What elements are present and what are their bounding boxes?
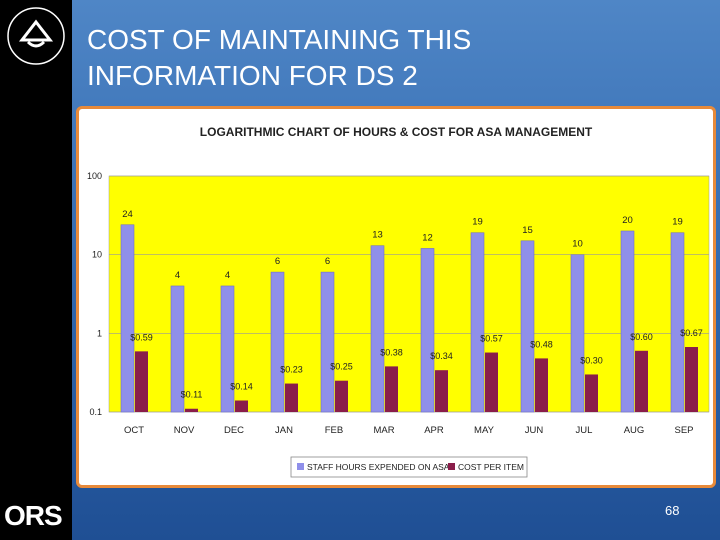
legend-box [290, 456, 528, 478]
bar-cost [235, 400, 248, 412]
bar-hours [520, 240, 535, 413]
data-label-cost: $0.25 [330, 362, 353, 372]
y-axis: 100 10 1 0.1 [87, 171, 102, 417]
x-axis: OCT NOV DEC JAN FEB MAR APR MAY JUN JUL AUG SEP [124, 425, 694, 436]
nih-logo-icon [7, 7, 65, 65]
data-label-hours: 19 [472, 217, 483, 228]
x-tick-label: OCT [124, 425, 144, 436]
y-tick-label: 0.1 [89, 407, 102, 417]
data-label-hours: 12 [422, 232, 433, 243]
data-label-hours: 24 [122, 209, 133, 220]
data-label-cost: $0.14 [230, 382, 253, 392]
bar-cost [635, 350, 648, 412]
data-label-hours: 19 [672, 217, 683, 228]
sidebar: ORS [0, 0, 72, 540]
x-tick-label: JUL [576, 425, 593, 436]
x-tick-label: MAR [373, 425, 394, 436]
y-tick-label: 100 [87, 171, 102, 181]
data-label-cost: $0.67 [680, 328, 703, 338]
legend-label-hours: STAFF HOURS EXPENDED ON ASA [307, 462, 450, 472]
legend-swatch-cost [448, 463, 455, 470]
bar-hours [420, 248, 435, 413]
data-label-cost: $0.60 [630, 332, 653, 342]
bar-hours [120, 224, 135, 413]
bar-cost [135, 351, 148, 412]
bar-cost [335, 380, 348, 412]
data-label-cost: $0.57 [480, 334, 503, 344]
bars: 24 $0.59 4 $0.11 4 $0.14 6 $0.23 6 $0.25 13 $0.38 12… [120, 209, 703, 413]
bar-hours [270, 271, 285, 413]
page-number: 68 [665, 503, 680, 518]
bar-hours [670, 232, 685, 413]
x-tick-label: FEB [325, 425, 343, 436]
grid-lines [109, 175, 709, 413]
data-label-hours: 10 [572, 239, 583, 250]
x-tick-label: JUN [525, 425, 544, 436]
bar-cost [185, 408, 198, 412]
data-label-hours: 13 [372, 230, 383, 241]
legend-label-cost: COST PER ITEM [458, 462, 524, 472]
bar-hours [170, 285, 185, 413]
data-label-cost: $0.48 [530, 339, 553, 349]
bar-hours [220, 285, 235, 413]
bar-hours [320, 271, 335, 413]
data-label-cost: $0.30 [580, 355, 603, 365]
chart-frame: LOGARITHMIC CHART OF HOURS & COST FOR AS… [76, 106, 716, 488]
data-label-hours: 4 [225, 270, 230, 281]
data-label-hours: 6 [275, 256, 280, 267]
plot-area [108, 175, 710, 413]
data-label-cost: $0.34 [430, 351, 453, 361]
x-tick-label: DEC [224, 425, 244, 436]
chart-title: LOGARITHMIC CHART OF HOURS & COST FOR AS… [200, 125, 593, 139]
data-label-cost: $0.23 [280, 365, 303, 375]
y-tick-label: 10 [92, 250, 102, 260]
data-label-cost: $0.38 [380, 347, 403, 357]
bar-hours [470, 232, 485, 413]
x-tick-label: APR [424, 425, 444, 436]
bar-hours [570, 254, 585, 413]
legend-swatch-hours [297, 463, 304, 470]
log-bar-chart: LOGARITHMIC CHART OF HOURS & COST FOR AS… [87, 125, 710, 478]
title-line-2: INFORMATION FOR DS 2 [87, 60, 418, 91]
bar-cost [435, 370, 448, 412]
x-tick-label: AUG [624, 425, 645, 436]
ors-brand: ORS [4, 500, 63, 531]
bar-cost [685, 347, 698, 412]
bar-hours [370, 245, 385, 413]
x-tick-label: NOV [174, 425, 195, 436]
data-label-cost: $0.11 [181, 390, 203, 400]
data-label-hours: 15 [522, 225, 533, 236]
page-title: COST OF MAINTAINING THIS INFORMATION FOR… [87, 22, 687, 94]
bar-cost [585, 374, 598, 412]
bar-cost [485, 352, 498, 412]
bar-cost [535, 358, 548, 412]
data-label-cost: $0.59 [130, 332, 153, 342]
data-label-hours: 6 [325, 256, 330, 267]
data-label-hours: 4 [175, 270, 180, 281]
bar-hours [620, 230, 635, 413]
x-tick-label: SEP [674, 425, 693, 436]
y-tick-label: 1 [97, 328, 102, 338]
legend: STAFF HOURS EXPENDED ON ASA COST PER ITE… [290, 456, 528, 478]
bar-cost [285, 383, 298, 412]
x-tick-label: JAN [275, 425, 293, 436]
title-line-1: COST OF MAINTAINING THIS [87, 24, 472, 55]
data-label-hours: 20 [622, 215, 633, 226]
x-tick-label: MAY [474, 425, 495, 436]
bar-cost [385, 366, 398, 412]
